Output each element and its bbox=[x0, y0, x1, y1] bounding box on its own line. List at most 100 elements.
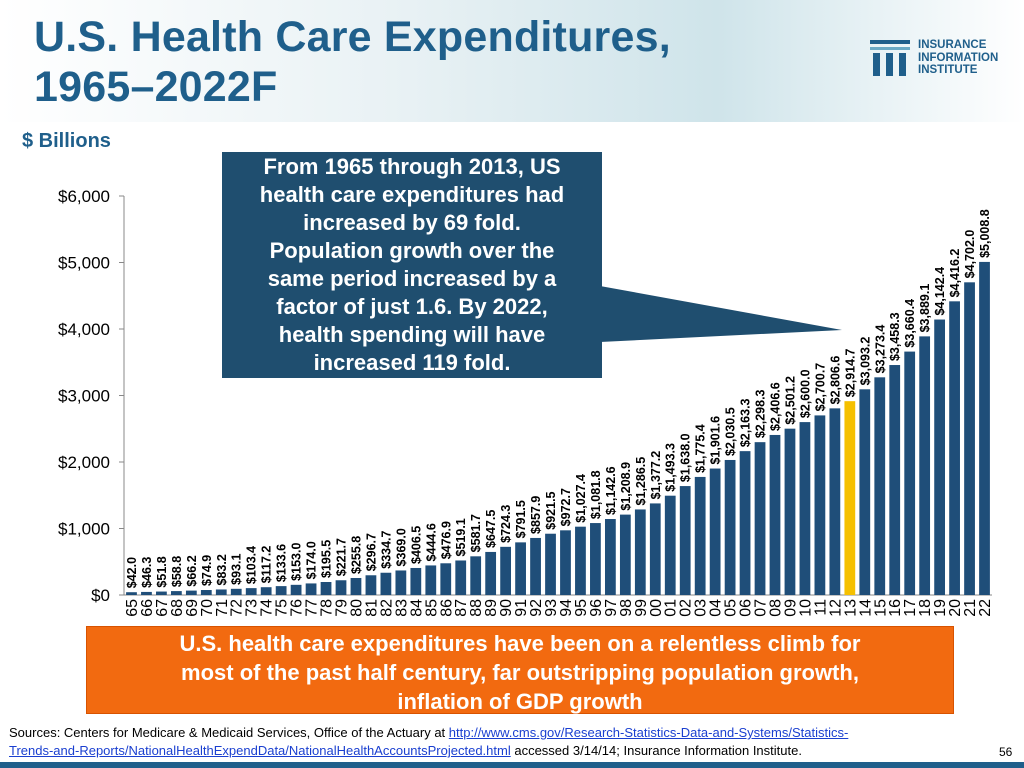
x-tick-label: 96 bbox=[588, 599, 605, 617]
x-tick-label: 12 bbox=[827, 599, 844, 617]
x-tick-label: 09 bbox=[782, 599, 799, 617]
header-band bbox=[0, 0, 1024, 122]
bar-chart: $0 $1,000 $2,000 $3,000 $4,000 $5,000 $6,000 $4… bbox=[58, 187, 994, 617]
data-label: $74.9 bbox=[200, 555, 214, 586]
bar bbox=[425, 565, 437, 595]
data-label: $58.8 bbox=[170, 556, 184, 587]
iii-logo-mark-icon bbox=[870, 40, 910, 76]
bar bbox=[485, 551, 497, 595]
data-label: $1,208.9 bbox=[619, 462, 633, 511]
bar bbox=[156, 591, 167, 595]
x-tick-label: 77 bbox=[304, 599, 321, 617]
data-label: $133.6 bbox=[275, 544, 289, 582]
data-label: $476.9 bbox=[439, 521, 453, 559]
bar bbox=[754, 442, 766, 595]
bar bbox=[889, 365, 901, 595]
data-label: $42.0 bbox=[125, 557, 139, 588]
x-tick-label: 76 bbox=[289, 599, 306, 617]
bar bbox=[634, 509, 646, 595]
summary-banner: U.S. health care expenditures have been … bbox=[86, 626, 954, 714]
x-tick-label: 72 bbox=[229, 599, 246, 617]
bar bbox=[575, 526, 586, 595]
bar bbox=[829, 408, 841, 595]
y-tick-label: $4,000 bbox=[58, 320, 110, 339]
x-tick-label: 10 bbox=[797, 599, 814, 617]
x-tick-label: 71 bbox=[214, 599, 231, 617]
logo-line-3: INSTITUTE bbox=[918, 64, 978, 76]
x-tick-label: 00 bbox=[648, 599, 665, 617]
x-tick-label: 22 bbox=[977, 599, 994, 617]
logo-text: INSURANCE INFORMATION INSTITUTE bbox=[918, 39, 998, 77]
logo-line-2: INFORMATION bbox=[918, 51, 999, 64]
bar bbox=[964, 282, 975, 595]
data-label: $3,273.4 bbox=[873, 325, 887, 374]
data-label: $1,493.3 bbox=[664, 443, 678, 492]
data-label: $1,286.5 bbox=[634, 457, 648, 506]
sources-prefix: Sources: Centers for Medicare & Medicaid… bbox=[9, 725, 449, 740]
x-tick-label: 03 bbox=[693, 599, 710, 617]
bar bbox=[724, 459, 736, 595]
data-label: $369.0 bbox=[394, 528, 408, 566]
data-label: $93.1 bbox=[230, 553, 244, 584]
x-tick-label: 18 bbox=[917, 599, 934, 617]
data-label: $1,377.2 bbox=[649, 451, 663, 500]
bar bbox=[215, 589, 227, 595]
bar bbox=[619, 514, 631, 595]
bar bbox=[245, 588, 257, 595]
sources-note: Sources: Centers for Medicare & Medicaid… bbox=[9, 724, 999, 760]
callout-box: From 1965 through 2013, US health care ex… bbox=[222, 152, 602, 378]
x-tick-label: 20 bbox=[947, 599, 964, 617]
cms-link[interactable]: http://www.cms.gov/Research-Statistics-D… bbox=[448, 725, 849, 740]
bar bbox=[799, 422, 811, 595]
x-tick-label: 84 bbox=[408, 599, 425, 617]
data-label: $1,775.4 bbox=[694, 424, 708, 473]
x-tick-label: 93 bbox=[543, 599, 560, 617]
x-tick-label: 11 bbox=[812, 599, 829, 616]
x-tick-label: 74 bbox=[259, 599, 276, 617]
data-label: $3,660.4 bbox=[903, 299, 917, 348]
sources-suffix: accessed 3/14/14; Insurance Information … bbox=[510, 743, 802, 758]
data-label: $4,702.0 bbox=[963, 230, 977, 279]
data-label: $724.3 bbox=[499, 505, 513, 543]
data-label: $519.1 bbox=[454, 518, 468, 556]
bar bbox=[200, 590, 212, 595]
bar bbox=[470, 556, 482, 595]
bar bbox=[604, 519, 616, 595]
data-label: $2,501.2 bbox=[783, 376, 797, 425]
x-tick-label: 14 bbox=[857, 599, 874, 617]
data-label: $2,030.5 bbox=[724, 407, 738, 456]
data-label: $51.8 bbox=[155, 556, 169, 587]
data-label: $255.8 bbox=[349, 536, 363, 574]
x-tick-label: 15 bbox=[872, 599, 889, 617]
y-unit-label: $ Billions bbox=[22, 130, 111, 152]
cms-link-continued[interactable]: Trends-and-Reports/NationalHealthExpendD… bbox=[9, 743, 511, 758]
x-tick-label: 06 bbox=[738, 599, 755, 617]
data-label: $103.4 bbox=[245, 546, 259, 584]
x-tick-label: 90 bbox=[498, 599, 515, 617]
bar bbox=[769, 434, 781, 595]
title-line-2: 1965–2022F bbox=[34, 63, 278, 111]
data-label: $581.7 bbox=[469, 514, 483, 552]
bar bbox=[455, 560, 467, 595]
bar bbox=[590, 523, 601, 595]
data-label: $2,700.7 bbox=[813, 363, 827, 412]
x-tick-label: 95 bbox=[573, 599, 590, 617]
callout-line: Population growth over the bbox=[269, 238, 555, 263]
x-tick-label: 91 bbox=[513, 599, 530, 617]
x-tick-label: 21 bbox=[962, 599, 979, 617]
bar bbox=[919, 336, 931, 595]
bar bbox=[545, 533, 556, 595]
x-tick-label: 78 bbox=[319, 599, 336, 617]
x-tick-label: 85 bbox=[423, 599, 440, 617]
x-tick-label: 67 bbox=[154, 599, 171, 617]
x-tick-label: 07 bbox=[753, 599, 770, 617]
data-label: $221.7 bbox=[335, 538, 349, 576]
data-label: $296.7 bbox=[364, 533, 378, 571]
x-tick-label: 98 bbox=[618, 599, 635, 617]
bar bbox=[515, 542, 526, 595]
bar-highlight bbox=[844, 401, 856, 595]
data-label: $83.2 bbox=[215, 554, 229, 585]
bar bbox=[335, 580, 347, 595]
data-label: $2,406.6 bbox=[769, 382, 783, 431]
data-label: $66.2 bbox=[185, 555, 199, 586]
